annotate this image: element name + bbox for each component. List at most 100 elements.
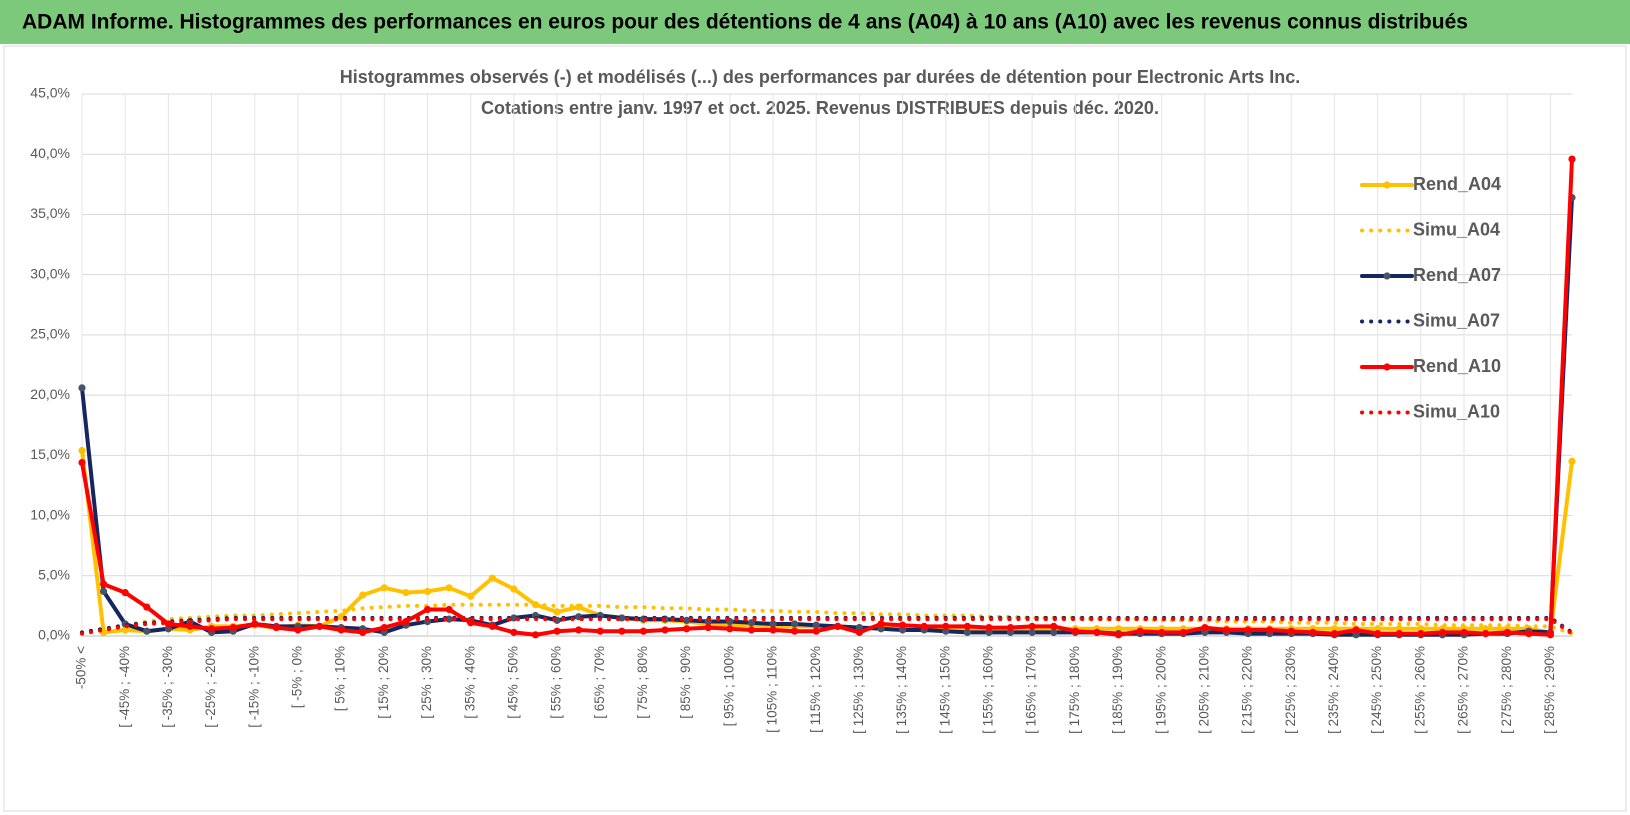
y-tick-label: 25,0%	[30, 326, 70, 342]
data-point	[747, 626, 756, 634]
data-point	[1438, 628, 1447, 636]
data-point	[488, 574, 496, 582]
y-tick-label: 45,0%	[30, 85, 70, 101]
series-line	[80, 617, 1574, 636]
data-point	[942, 622, 950, 630]
data-point	[639, 627, 648, 635]
data-point	[380, 623, 388, 632]
legend-label: Simu_A04	[1413, 219, 1500, 239]
data-point	[207, 625, 216, 633]
data-point	[164, 620, 172, 628]
data-point	[1006, 623, 1015, 632]
x-tick-label: [ 255% ; 260%	[1412, 646, 1427, 734]
data-point	[834, 622, 842, 630]
header-bar	[0, 0, 1630, 44]
data-point	[553, 608, 561, 616]
data-point	[1568, 457, 1576, 465]
y-tick-label: 0,0%	[38, 627, 70, 643]
data-point	[78, 446, 86, 455]
data-point	[1071, 627, 1079, 635]
data-point	[1244, 626, 1252, 634]
data-point	[78, 384, 86, 392]
data-point	[1525, 629, 1533, 638]
x-tick-label: [ 55% ; 60%	[549, 646, 564, 719]
data-point	[143, 627, 151, 635]
y-tick-label: 15,0%	[30, 446, 70, 462]
data-point	[121, 589, 129, 597]
data-point	[445, 605, 453, 614]
x-tick-label: [ 215% ; 220%	[1240, 646, 1255, 734]
x-tick-label: [ 235% ; 240%	[1326, 646, 1341, 734]
data-point	[510, 614, 518, 622]
data-point	[855, 628, 863, 636]
x-tick-label: [ 85% ; 90%	[678, 646, 693, 719]
data-point	[294, 626, 302, 634]
data-point	[618, 627, 626, 635]
y-tick-label: 35,0%	[30, 205, 70, 221]
data-point	[423, 605, 432, 614]
y-tick-label: 30,0%	[30, 265, 70, 281]
data-point	[1309, 628, 1317, 636]
data-point	[1201, 623, 1209, 632]
data-point	[445, 615, 453, 623]
data-point	[898, 621, 907, 629]
x-tick-label: [ 25% ; 30%	[419, 646, 434, 719]
data-point	[1179, 628, 1187, 636]
y-tick-label: 40,0%	[30, 145, 70, 161]
data-point	[791, 627, 799, 635]
data-point	[272, 623, 280, 632]
legend-label: Rend_A04	[1413, 174, 1501, 194]
data-point	[963, 628, 971, 636]
x-tick-label: [ -45% ; -40%	[117, 646, 132, 728]
data-point	[337, 626, 345, 634]
grid: 0,0% 5,0% 10,0% 15,0% 20,0% 25,0% 30,0% 35,0% 40…	[30, 85, 1572, 734]
data-point	[1417, 629, 1425, 638]
data-point	[812, 627, 820, 635]
data-point	[315, 622, 324, 630]
data-point	[1352, 626, 1360, 634]
data-point	[380, 584, 388, 592]
data-point	[1028, 622, 1036, 630]
x-tick-label: [ 145% ; 150%	[937, 646, 952, 734]
chart-subtitle: Cotations entre janv. 1997 et oct. 2025.…	[481, 98, 1159, 118]
data-point	[769, 626, 777, 634]
y-tick-label: 10,0%	[30, 506, 70, 522]
data-point	[985, 623, 993, 632]
data-point	[769, 620, 777, 628]
data-point	[1158, 628, 1166, 636]
data-point	[78, 458, 86, 467]
data-point	[596, 627, 604, 635]
data-point	[661, 626, 669, 634]
series-line	[80, 602, 1574, 636]
legend-marker	[1383, 272, 1391, 280]
data-point	[531, 631, 540, 639]
x-tick-label: [ -5% ; 0%	[290, 646, 305, 708]
x-tick-label: [ 245% ; 250%	[1369, 646, 1384, 734]
x-tick-label: -50% <	[74, 646, 89, 689]
data-point	[467, 592, 475, 600]
x-tick-label: [ 285% ; 290%	[1542, 646, 1557, 734]
x-tick-label: [ 5% ; 10%	[333, 646, 348, 711]
legend-label: Simu_A10	[1413, 401, 1500, 421]
x-tick-label: [ 165% ; 170%	[1024, 646, 1039, 734]
data-point	[1028, 628, 1036, 636]
data-point	[575, 626, 583, 634]
legend-label: Rend_A10	[1413, 356, 1501, 376]
data-point	[683, 616, 691, 624]
x-tick-label: [ 115% ; 120%	[808, 646, 823, 733]
x-tick-label: [ 35% ; 40%	[462, 646, 477, 719]
x-tick-label: [ 185% ; 190%	[1110, 646, 1125, 734]
y-tick-label: 5,0%	[38, 566, 70, 582]
data-point	[963, 622, 971, 630]
data-point	[1568, 155, 1576, 163]
data-point	[251, 620, 259, 628]
x-tick-label: [ -35% ; -30%	[160, 646, 175, 728]
data-point	[1136, 627, 1144, 635]
legend-label: Simu_A07	[1413, 310, 1500, 330]
data-point	[791, 620, 799, 628]
data-point	[704, 623, 712, 632]
x-tick-label: [ 95% ; 100%	[721, 646, 736, 726]
x-tick-label: [ 175% ; 180%	[1067, 646, 1082, 734]
data-point	[488, 622, 496, 630]
